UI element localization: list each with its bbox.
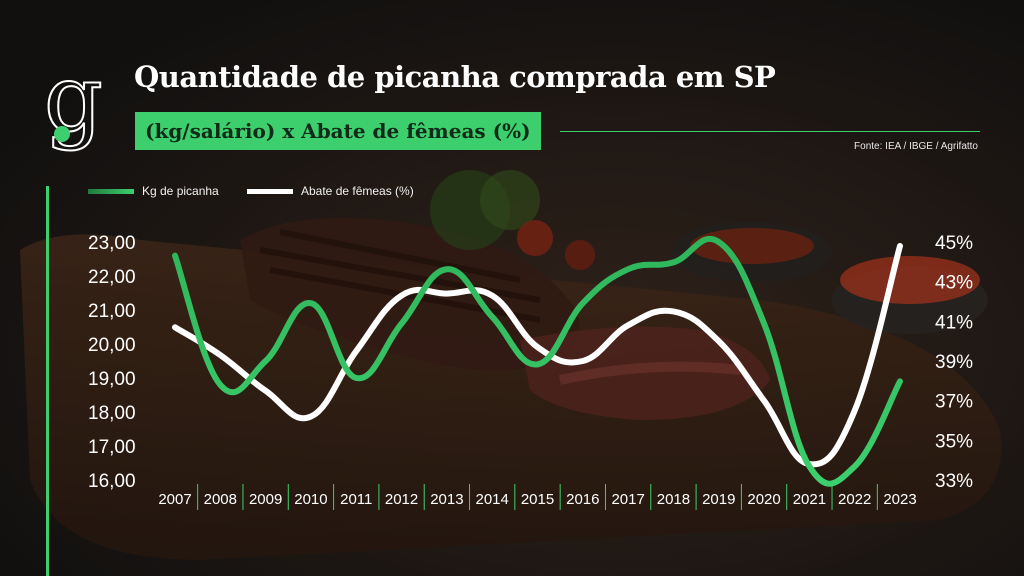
subtitle-banner: (kg/salário) x Abate de fêmeas (%) bbox=[135, 112, 541, 150]
x-tick-label: 2020 bbox=[747, 491, 780, 508]
logo-dot bbox=[54, 126, 70, 142]
series-line bbox=[172, 242, 903, 468]
x-axis: 2007 2008 2009 2010 2011 2012 2013 2014 2015 2016… bbox=[158, 484, 917, 510]
x-tick-label: 2016 bbox=[566, 491, 599, 508]
x-tick-label: 2015 bbox=[521, 491, 554, 508]
x-tick-label: 2012 bbox=[385, 491, 418, 508]
axis-ticks: 16,00 17,00 18,00 19,00 20,00 21,00 22,00 23,00… bbox=[88, 233, 973, 492]
title-rule bbox=[560, 131, 980, 132]
y-right-tick-label: 45% bbox=[935, 233, 973, 254]
legend-item-kg: Kg de picanha bbox=[88, 184, 219, 198]
x-tick-label: 2013 bbox=[430, 491, 463, 508]
chart-title: Quantidade de picanha comprada em SP bbox=[134, 60, 776, 94]
series bbox=[172, 236, 903, 487]
x-tick-label: 2021 bbox=[793, 491, 826, 508]
x-tick-label: 2008 bbox=[204, 491, 237, 508]
y-left-tick-label: 16,00 bbox=[88, 471, 136, 492]
x-tick-label: 2022 bbox=[838, 491, 871, 508]
y-left-tick-label: 23,00 bbox=[88, 233, 136, 254]
y-right-tick-label: 35% bbox=[935, 431, 973, 452]
x-tick-label: 2017 bbox=[611, 491, 644, 508]
x-tick-label: 2014 bbox=[476, 491, 509, 508]
x-tick-label: 2009 bbox=[249, 491, 282, 508]
logo-letter: g bbox=[44, 52, 103, 152]
legend-item-abate: Abate de fêmeas (%) bbox=[247, 184, 414, 198]
series-kg-picanha bbox=[172, 236, 903, 487]
y-right-tick-label: 43% bbox=[935, 273, 973, 294]
chart-subtitle: (kg/salário) x Abate de fêmeas (%) bbox=[145, 119, 531, 143]
x-tick-label: 2018 bbox=[657, 491, 690, 508]
y-right-tick-label: 33% bbox=[935, 471, 973, 492]
legend-label-kg: Kg de picanha bbox=[142, 184, 219, 198]
series-line bbox=[172, 236, 903, 487]
y-left-tick-label: 22,00 bbox=[88, 267, 136, 288]
y-left-tick-label: 21,00 bbox=[88, 301, 136, 322]
series-abate-femeas bbox=[172, 242, 903, 468]
legend-swatch-kg bbox=[88, 188, 134, 194]
y-left-tick-label: 18,00 bbox=[88, 403, 136, 424]
source-note: Fonte: IEA / IBGE / Agrifatto bbox=[854, 141, 978, 152]
y-right-tick-label: 41% bbox=[935, 312, 973, 333]
y-left-tick-label: 19,00 bbox=[88, 369, 136, 390]
accent-vertical-line bbox=[46, 186, 49, 576]
y-left-tick-label: 17,00 bbox=[88, 437, 136, 458]
y-right-tick-label: 39% bbox=[935, 352, 973, 373]
legend-swatch-abate bbox=[247, 188, 293, 194]
x-tick-label: 2007 bbox=[158, 491, 191, 508]
legend-label-abate: Abate de fêmeas (%) bbox=[301, 184, 414, 198]
x-tick-label: 2011 bbox=[340, 491, 372, 508]
x-tick-label: 2010 bbox=[294, 491, 327, 508]
brand-logo: g bbox=[43, 52, 104, 153]
x-tick-label: 2019 bbox=[702, 491, 735, 508]
y-left-tick-label: 20,00 bbox=[88, 335, 136, 356]
x-tick-label: 2023 bbox=[883, 491, 916, 508]
y-right-tick-label: 37% bbox=[935, 392, 973, 413]
